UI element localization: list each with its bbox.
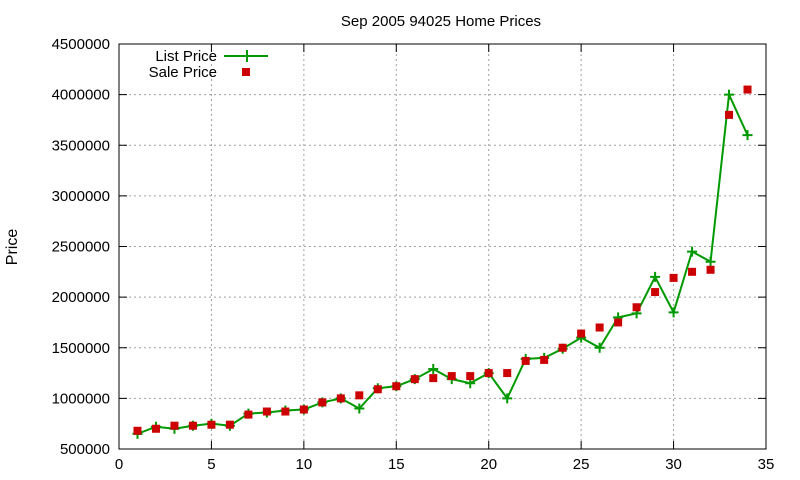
sale-price-point	[706, 265, 715, 274]
list-price-point	[742, 130, 753, 141]
y-tick-label: 4500000	[52, 36, 110, 53]
sale-price-point	[447, 372, 456, 381]
sale-price-point	[225, 420, 234, 429]
sale-price-point	[466, 372, 475, 381]
y-tick-label: 500000	[60, 441, 110, 458]
sale-price-point	[595, 323, 604, 332]
legend-label-sale-price: Sale Price	[149, 64, 217, 81]
list-price-point	[668, 307, 679, 318]
sale-price-point	[188, 421, 197, 430]
y-tick-label: 3000000	[52, 188, 110, 205]
y-tick-label: 1500000	[52, 340, 110, 357]
x-tick-label: 25	[573, 456, 590, 473]
x-tick-label: 30	[665, 456, 682, 473]
list-price-point	[687, 246, 698, 257]
grid-lines	[119, 44, 766, 449]
sale-price-point	[336, 394, 345, 403]
x-tick-label: 15	[388, 456, 405, 473]
sale-price-point	[355, 391, 364, 400]
x-tick-label: 10	[296, 456, 313, 473]
sale-price-point	[484, 369, 493, 378]
list-price-point	[502, 393, 513, 404]
sale-price-point	[503, 369, 512, 378]
sale-price-point	[299, 405, 308, 414]
y-tick-label: 1000000	[52, 390, 110, 407]
axis-ticks: 500000 1000000 1500000 2000000 2500000 300000…	[52, 36, 775, 473]
sale-price-point	[558, 343, 567, 352]
sale-price-point	[281, 407, 290, 416]
list-price-point	[354, 403, 365, 414]
list-price-point	[428, 364, 439, 375]
legend-marker-sale-price	[242, 68, 250, 76]
list-price-point	[594, 342, 605, 353]
y-tick-label: 2000000	[52, 289, 110, 306]
sale-price-point	[207, 420, 216, 429]
list-price-line	[137, 90, 749, 435]
sale-price-point	[151, 424, 160, 433]
sale-price-point	[392, 382, 401, 391]
list-price-point	[650, 271, 661, 282]
y-tick-label: 3500000	[52, 137, 110, 154]
series-layer	[132, 85, 753, 439]
sale-price-point	[669, 273, 678, 282]
sale-price-point	[725, 110, 734, 119]
sale-price-point	[743, 85, 752, 94]
list-price-point	[705, 256, 716, 267]
sale-price-point	[651, 288, 660, 297]
sale-price-point	[540, 355, 549, 364]
sale-price-point	[632, 303, 641, 312]
sale-price-point	[577, 329, 586, 338]
plot-frame	[118, 43, 767, 450]
x-tick-label: 0	[115, 456, 123, 473]
chart-title: Sep 2005 94025 Home Prices	[341, 13, 541, 30]
sale-price-point	[688, 267, 697, 276]
sale-price-point	[318, 398, 327, 407]
sale-price-point	[262, 407, 271, 416]
x-tick-label: 20	[480, 456, 497, 473]
list-price-point	[724, 89, 735, 100]
sale-price-point	[373, 385, 382, 394]
x-tick-label: 5	[207, 456, 215, 473]
y-tick-label: 2500000	[52, 239, 110, 256]
sale-price-point	[614, 318, 623, 327]
legend-marker-list-price	[241, 50, 253, 62]
sale-price-point	[521, 356, 530, 365]
sale-price-point	[410, 375, 419, 384]
x-tick-label: 35	[758, 456, 775, 473]
sale-price-point	[429, 374, 438, 383]
legend: List Price Sale Price	[149, 48, 268, 81]
y-tick-label: 4000000	[52, 87, 110, 104]
sale-price-point	[244, 410, 253, 419]
legend-label-list-price: List Price	[155, 48, 217, 65]
sale-price-point	[170, 421, 179, 430]
y-axis-label: Price	[4, 229, 21, 266]
sale-price-point	[133, 426, 142, 435]
